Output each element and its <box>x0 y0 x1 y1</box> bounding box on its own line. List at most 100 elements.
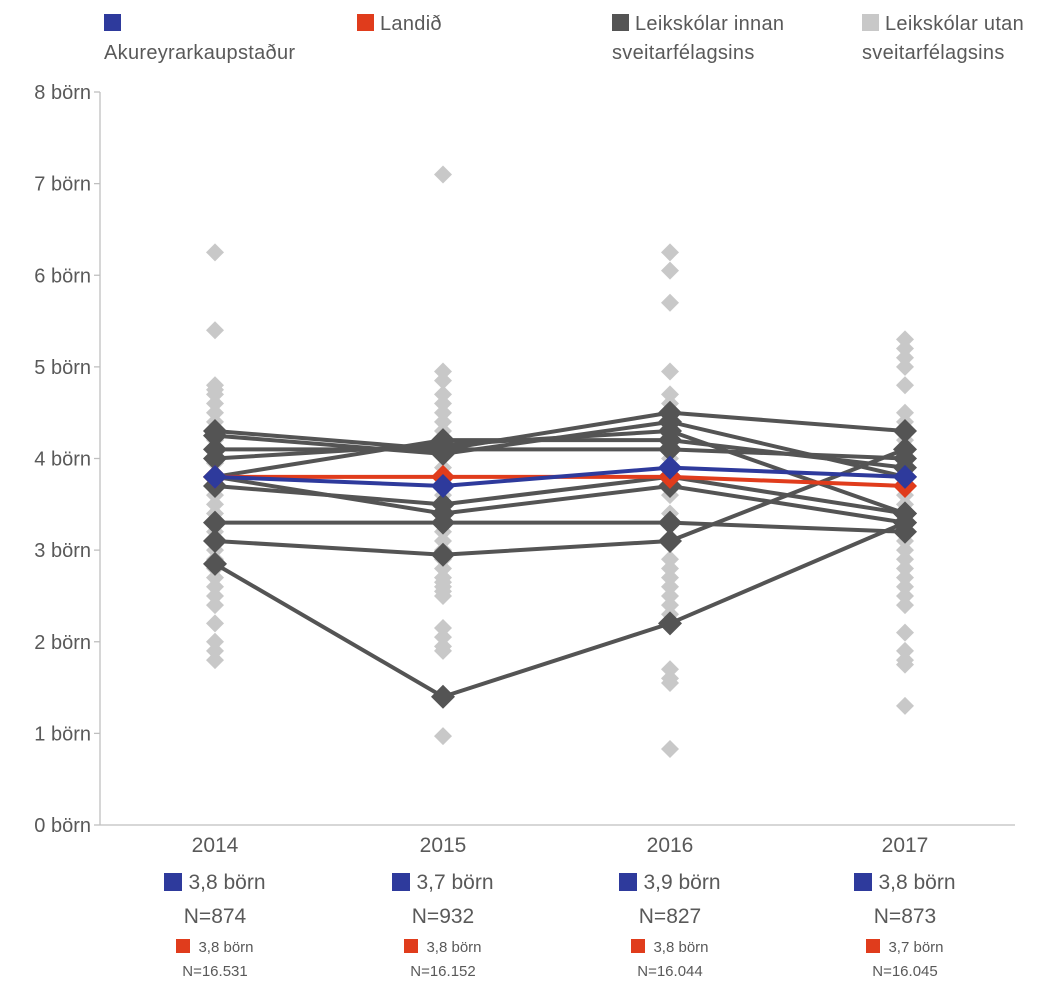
outside-school-point <box>896 376 914 395</box>
outside-school-point <box>206 632 224 651</box>
outside-school-point <box>206 243 224 262</box>
outside-school-point <box>434 412 452 431</box>
outside-school-point <box>206 596 224 615</box>
outside-school-point <box>206 495 224 514</box>
y-tick-label: 7 börn <box>34 174 91 196</box>
outside-school-point <box>661 261 679 280</box>
outside-school-point <box>434 586 452 605</box>
footer-block: 3,7 börn N=932 3,8 börn N=16.152 <box>353 868 533 982</box>
outside-school-point <box>434 362 452 381</box>
y-tick-label: 0 börn <box>34 815 91 837</box>
footer-akureyri-text: 3,7 börn <box>416 871 494 894</box>
footer-landid-value: 3,8 börn <box>353 938 533 958</box>
outside-school-point <box>661 673 679 692</box>
outside-school-point <box>661 559 679 578</box>
inside-school-point <box>431 542 455 567</box>
inside-school-point <box>203 551 227 576</box>
outside-school-point <box>896 568 914 587</box>
footer-akureyri-n: N=873 <box>873 905 937 928</box>
outside-school-point <box>661 550 679 569</box>
footer-block: 3,9 börn N=827 3,8 börn N=16.044 <box>580 868 760 982</box>
footer-landid-value: 3,8 börn <box>580 938 760 958</box>
outside-school-point <box>434 559 452 578</box>
legend-item-utan: Leikskólar utan sveitarfélagsins <box>862 10 1057 68</box>
legend-swatch-akureyri <box>104 14 121 31</box>
footer-akureyri-value: 3,7 börn <box>353 868 533 898</box>
inside-school-point <box>431 428 455 453</box>
inside-school-point <box>203 446 227 471</box>
outside-school-point <box>206 577 224 596</box>
outside-school-point <box>896 623 914 642</box>
footer-landid-swatch <box>404 939 419 953</box>
series-line <box>214 465 906 488</box>
outside-school-point <box>661 660 679 679</box>
outside-school-point <box>661 362 679 381</box>
footer-akureyri-n: N=932 <box>411 905 475 928</box>
footer-landid-swatch <box>866 939 881 953</box>
footer-akureyri-n: N=874 <box>183 905 247 928</box>
footer-landid-n: N=16.044 <box>637 963 703 980</box>
y-tick-label: 8 börn <box>34 82 91 104</box>
legend-swatch-utan <box>862 14 879 31</box>
footer-akureyri-swatch <box>164 873 183 891</box>
inside-school-point <box>658 428 682 453</box>
outside-school-point <box>206 651 224 670</box>
outside-school-point <box>434 385 452 404</box>
outside-school-point <box>896 357 914 376</box>
outside-school-point <box>896 541 914 560</box>
outside-school-point <box>896 403 914 422</box>
footer-akureyri-text: 3,8 börn <box>188 871 266 894</box>
footer-akureyri-value: 3,9 börn <box>580 868 760 898</box>
inside-school-line <box>214 410 906 452</box>
inside-school-line <box>214 438 906 479</box>
inside-school-point <box>658 510 682 535</box>
inside-school-point <box>203 528 227 553</box>
y-tick-label: 6 börn <box>34 265 91 287</box>
series-point <box>431 473 455 498</box>
footer-landid-n: N=16.531 <box>182 963 248 980</box>
outside-school-point <box>206 385 224 404</box>
inside-school-point <box>658 611 682 636</box>
outside-school-point <box>206 641 224 660</box>
outside-school-point <box>661 293 679 312</box>
legend-label-akureyri: Akureyrarkaupstaður <box>104 42 296 64</box>
outside-school-point <box>896 696 914 715</box>
footer-akureyri-swatch <box>392 873 411 891</box>
outside-school-point <box>896 596 914 615</box>
footer-landid-n: N=16.045 <box>872 963 938 980</box>
outside-school-point <box>896 586 914 605</box>
footer-block: 3,8 börn N=873 3,7 börn N=16.045 <box>815 868 995 982</box>
series-point <box>658 455 682 480</box>
footer-akureyri-swatch <box>854 873 873 891</box>
outside-school-point <box>434 371 452 390</box>
footer-landid-n: N=16.152 <box>410 963 476 980</box>
inside-school-line <box>215 520 906 534</box>
outside-school-point <box>206 403 224 422</box>
legend-item-akureyri: Akureyrarkaupstaður <box>104 10 295 68</box>
footer-akureyri-n: N=827 <box>638 905 702 928</box>
outside-school-point <box>661 568 679 587</box>
inside-school-point <box>893 419 917 444</box>
x-tick-label: 2017 <box>882 834 929 857</box>
outside-school-point <box>206 394 224 413</box>
x-tick-label: 2015 <box>420 834 467 857</box>
inside-school-point <box>431 684 455 709</box>
outside-school-point <box>434 628 452 647</box>
outside-school-point <box>434 727 452 746</box>
outside-school-point <box>434 531 452 550</box>
outside-school-point <box>206 614 224 633</box>
outside-school-point <box>661 586 679 605</box>
footer-akureyri-value: 3,8 börn <box>815 868 995 898</box>
chart-axes: 0 börn 1 börn 2 börn 3 börn 4 börn 5 börn 6 bö… <box>34 82 1015 857</box>
footer-block: 3,8 börn N=874 3,8 börn N=16.531 <box>125 868 305 982</box>
footer-landid-swatch <box>176 939 191 953</box>
main-series-layer <box>203 455 917 498</box>
outside-school-point <box>434 403 452 422</box>
inside-school-line <box>214 447 906 557</box>
outside-school-point <box>434 619 452 638</box>
outside-school-point <box>896 641 914 660</box>
inside-school-line <box>213 520 906 699</box>
x-tick-label: 2014 <box>192 834 239 857</box>
footer-akureyri-text: 3,9 börn <box>643 871 721 894</box>
legend-label-utan: Leikskólar utan sveitarfélagsins <box>862 13 1025 64</box>
